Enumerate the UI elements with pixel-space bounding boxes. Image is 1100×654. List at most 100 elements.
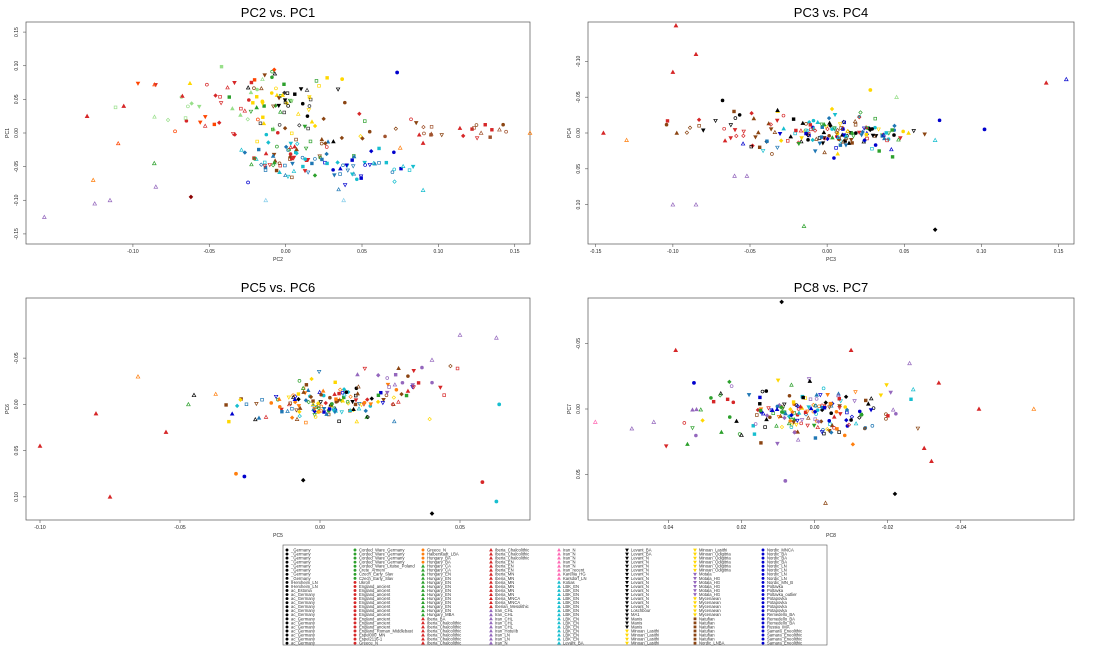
legend-label: Mycenaean (699, 600, 721, 605)
sample-point (751, 424, 755, 428)
legend-label: LBK_EN (563, 632, 579, 637)
sample-point (786, 420, 792, 426)
sample-point (304, 383, 309, 387)
x-tick-label: 0.15 (1054, 249, 1064, 255)
sample-point (864, 132, 869, 137)
sample-point (865, 136, 869, 141)
legend-label: LBK_EN (563, 616, 579, 621)
sample-point (263, 197, 269, 203)
legend-marker (285, 621, 289, 625)
sample-point (768, 415, 772, 420)
sample-point (734, 418, 739, 423)
sample-point (184, 119, 189, 123)
legend-marker (489, 560, 493, 564)
sample-point (789, 382, 794, 387)
sample-point (929, 458, 934, 464)
sample-point (312, 173, 318, 178)
legend-label: LBK_EN (563, 637, 579, 642)
sample-point (339, 135, 345, 141)
sample-point (779, 424, 785, 430)
legend-marker (625, 613, 629, 617)
legend-marker (489, 624, 493, 629)
legend-label: Poltavka (767, 588, 784, 593)
sample-point (884, 417, 888, 421)
sample-point (783, 411, 788, 416)
sample-point (317, 389, 322, 394)
sample-point (312, 413, 317, 418)
y-tick-label: -0.15 (14, 228, 20, 240)
sample-point (270, 69, 274, 74)
legend-label: Czech_Early_Slav (359, 572, 394, 577)
sample-point (296, 392, 301, 396)
legend-label: Hungary_EN (427, 596, 451, 601)
sample-point (257, 147, 261, 152)
sample-point (822, 136, 827, 141)
sample-point (309, 119, 315, 124)
legend-marker (761, 605, 765, 609)
sample-point (359, 403, 364, 408)
sample-point (262, 164, 268, 169)
sample-point (252, 78, 257, 82)
sample-point (256, 415, 262, 420)
legend-marker (421, 596, 425, 600)
legend-label: Potapovka (767, 600, 787, 605)
sample-point (861, 126, 867, 131)
legend-marker (761, 580, 765, 584)
legend-label: Hungary_EN (427, 580, 451, 585)
x-tick-label: 0.05 (899, 249, 909, 255)
sample-point (345, 400, 350, 404)
sample-point (857, 409, 862, 414)
sample-point (275, 144, 279, 149)
y-tick-label: -0.05 (14, 352, 20, 364)
sample-point (501, 122, 505, 127)
sample-point (821, 130, 827, 135)
sample-point (884, 131, 888, 135)
sample-point (115, 141, 121, 146)
sample-point (318, 155, 323, 160)
sample-point (293, 399, 298, 405)
sample-point (765, 139, 769, 143)
sample-point (294, 408, 299, 413)
x-tick-label: -0.02 (882, 525, 894, 531)
sample-point (290, 407, 294, 411)
sample-point (497, 402, 502, 407)
sample-point (342, 393, 347, 398)
sample-point (270, 153, 276, 158)
legend-label: England_Roman_Middlebast (359, 628, 414, 633)
legend-marker (421, 604, 425, 609)
sample-point (772, 129, 778, 135)
sample-point (725, 397, 730, 402)
chart-title: PC5 vs. PC6 (241, 280, 315, 295)
legend-label: Motala_HG (699, 584, 720, 589)
x-tick-label: 0.00 (315, 525, 325, 531)
sample-point (932, 227, 938, 232)
sample-point (356, 384, 361, 389)
sample-point (340, 398, 346, 403)
legend-marker (625, 597, 629, 601)
legend-marker (557, 552, 561, 556)
x-tick-label: 0.05 (357, 249, 367, 255)
sample-point (881, 132, 886, 137)
sample-point (814, 136, 819, 141)
sample-point (269, 401, 274, 405)
sample-point (229, 411, 235, 416)
x-tick-label: 0.00 (822, 249, 832, 255)
legend-label: Russia_IMA (767, 624, 790, 629)
sample-point (260, 397, 264, 402)
sample-point (183, 116, 188, 120)
legend-marker (625, 556, 629, 561)
sample-point (197, 120, 203, 125)
legend-label: _Germany (290, 576, 311, 581)
sample-point (355, 391, 360, 396)
sample-point (396, 365, 401, 371)
sample-point (843, 394, 849, 399)
sample-point (338, 172, 342, 176)
legend-label: ac_Germany (291, 604, 316, 609)
sample-point (781, 126, 786, 131)
sample-point (976, 406, 982, 411)
legend-label: Levant_N (631, 592, 649, 597)
sample-point (254, 402, 259, 407)
sample-point (798, 139, 804, 144)
sample-point (249, 162, 254, 167)
sample-point (805, 132, 811, 138)
